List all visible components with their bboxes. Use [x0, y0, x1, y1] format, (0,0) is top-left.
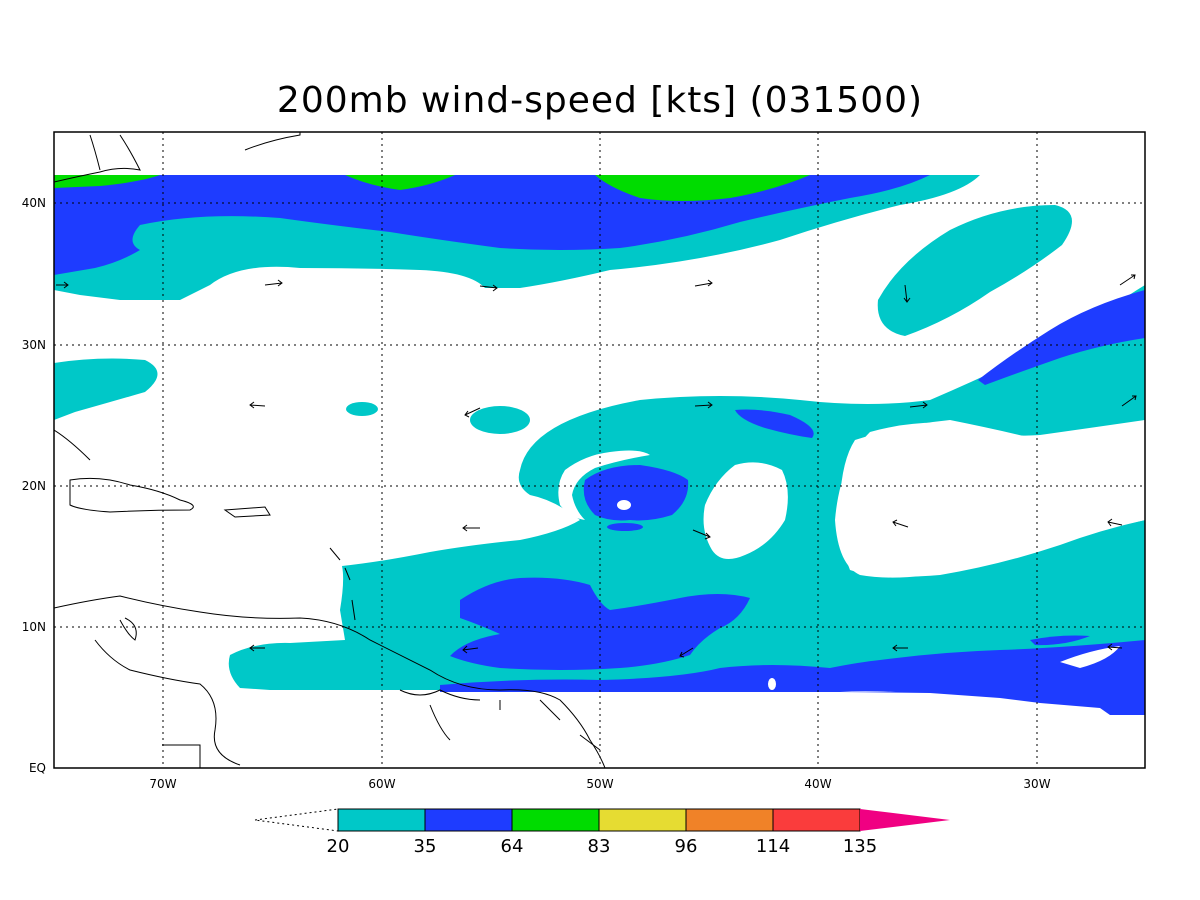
map-grid [54, 132, 1145, 768]
lat-tick-label: 10N [22, 620, 46, 634]
colorbar-low-arrow [254, 808, 339, 832]
colorbar: 20 35 64 83 96 114 135 [254, 808, 950, 857]
colorbar-swatch [598, 808, 687, 832]
lon-tick-label: 30W [1023, 777, 1050, 791]
wind-speed-64-83-fill [54, 175, 810, 201]
colorbar-label: 114 [756, 836, 790, 857]
lon-tick-label: 40W [804, 777, 831, 791]
small-holes [617, 500, 1120, 690]
colorbar-swatch [337, 808, 426, 832]
lat-tick-label: 40N [22, 196, 46, 210]
lat-tick-label: 20N [22, 479, 46, 493]
colorbar-label: 20 [327, 836, 350, 857]
colorbar-high-arrow [860, 809, 950, 831]
lon-tick-label: 50W [586, 777, 613, 791]
lat-tick-label: 30N [22, 338, 46, 352]
colorbar-label: 135 [843, 836, 877, 857]
colorbar-label: 96 [675, 836, 698, 857]
colorbar-label: 64 [501, 836, 524, 857]
lon-axis: 70W 60W 50W 40W 30W [149, 777, 1050, 791]
colorbar-label: 35 [414, 836, 437, 857]
colorbar-swatch [424, 808, 513, 832]
wind-vectors [56, 274, 1137, 658]
colorbar-label: 83 [588, 836, 611, 857]
colorbar-swatch [511, 808, 600, 832]
colorbar-swatch [772, 808, 861, 832]
plot-frame [53, 131, 1146, 769]
map-title: 200mb wind-speed [kts] (031500) [276, 80, 924, 121]
lat-tick-label: EQ [29, 761, 46, 775]
lon-tick-label: 60W [368, 777, 395, 791]
colorbar-swatch [685, 808, 774, 832]
lon-tick-label: 70W [149, 777, 176, 791]
lat-axis: EQ 10N 20N 30N 40N [22, 196, 46, 775]
coastlines [54, 132, 606, 768]
